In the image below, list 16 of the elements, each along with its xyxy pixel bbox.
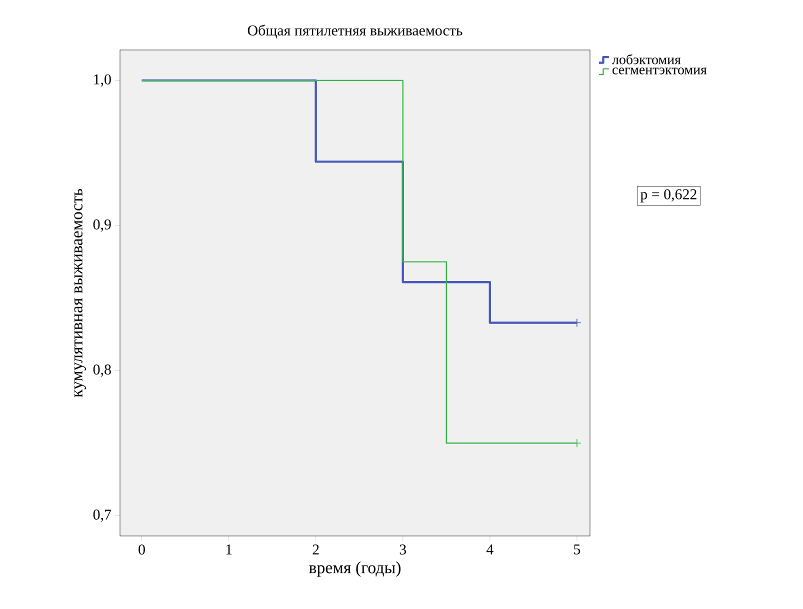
x-tick-label: 1	[226, 544, 232, 554]
x-tick-label: 5	[574, 544, 580, 554]
text: p = 0,622	[640, 189, 696, 202]
legend-label: лобэктомия	[612, 54, 681, 64]
x-axis-title: время (годы)	[309, 561, 401, 577]
x-tick-label: 2	[312, 544, 319, 554]
y-tick-label: 1,0	[94, 74, 111, 87]
y-tick-label: 0,8	[93, 364, 111, 377]
chart-title: Общая пятилетняя выживаемость	[248, 24, 462, 38]
y-axis-title: кумулятивная выживаемость	[74, 188, 86, 398]
legend-label: сегментэктомия	[612, 68, 707, 74]
y-tick-label: 0,7	[93, 510, 112, 522]
y-tick-label: 0,9	[93, 219, 111, 232]
x-tick-label: 0	[138, 544, 145, 555]
x-tick-label: 4	[486, 544, 494, 554]
x-tick-label: 3	[400, 544, 406, 555]
